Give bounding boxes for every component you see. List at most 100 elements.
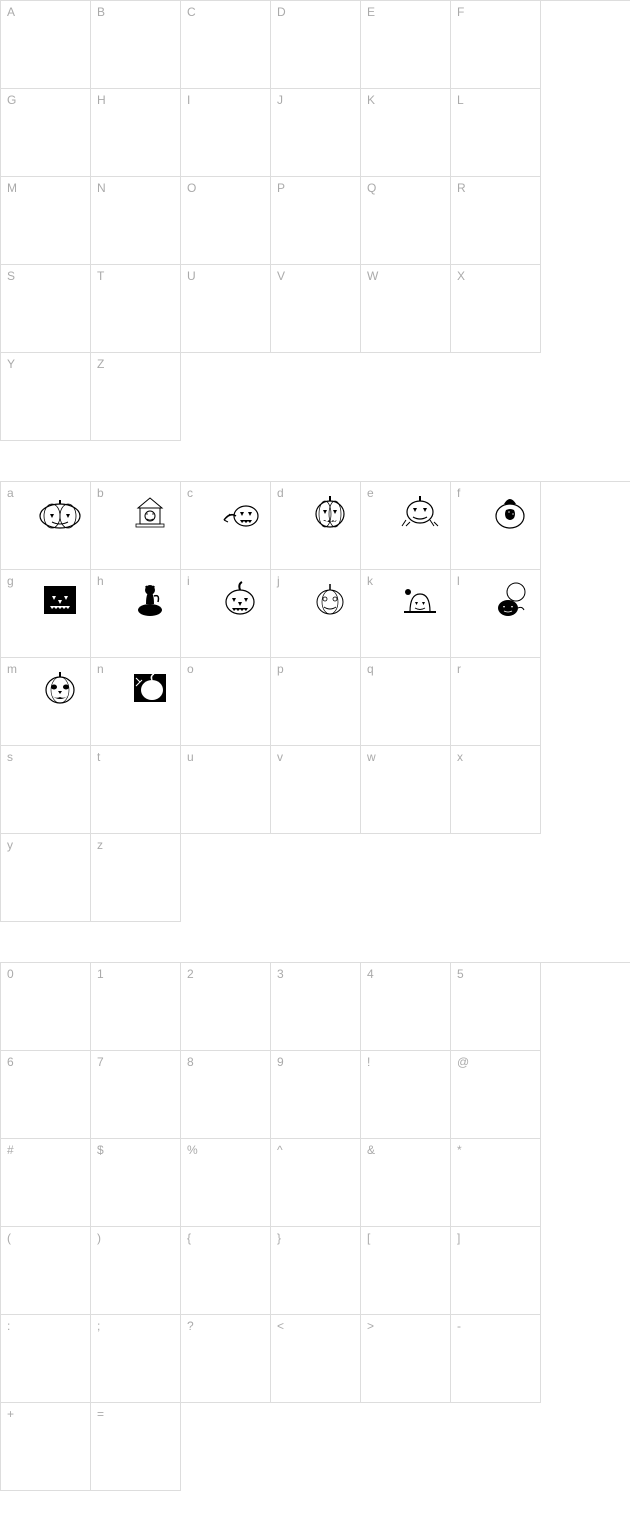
glyph-cell: {: [181, 1227, 271, 1315]
cell-label: t: [97, 750, 100, 764]
cell-label: u: [187, 750, 194, 764]
cell-label: m: [7, 662, 17, 676]
cell-label: $: [97, 1143, 104, 1157]
glyph-cell: z: [91, 834, 181, 922]
cell-label: 3: [277, 967, 284, 981]
cell-label: >: [367, 1319, 374, 1333]
glyph-cell: D: [271, 1, 361, 89]
glyph-cell: <: [271, 1315, 361, 1403]
cell-label: P: [277, 181, 285, 195]
glyph-cell: 2: [181, 963, 271, 1051]
cell-label: ;: [97, 1319, 100, 1333]
cell-label: B: [97, 5, 105, 19]
cell-label: z: [97, 838, 103, 852]
glyph-cell: W: [361, 265, 451, 353]
cell-label: L: [457, 93, 464, 107]
symbols-section: 0123456789!@#$%^&*(){}[]:;?<>-+=: [0, 962, 640, 1491]
glyph-cell: Z: [91, 353, 181, 441]
cell-label: E: [367, 5, 375, 19]
glyph-cell: @: [451, 1051, 541, 1139]
cell-label: A: [7, 5, 15, 19]
glyph-icon: [126, 666, 174, 706]
glyph-cell: N: [91, 177, 181, 265]
cell-label: (: [7, 1231, 11, 1245]
glyph-cell: d: [271, 482, 361, 570]
glyph-cell: U: [181, 265, 271, 353]
glyph-cell: A: [1, 1, 91, 89]
glyph-icon: [126, 490, 174, 530]
glyph-cell: Y: [1, 353, 91, 441]
cell-label: 1: [97, 967, 104, 981]
cell-label: K: [367, 93, 375, 107]
glyph-cell: [: [361, 1227, 451, 1315]
cell-label: !: [367, 1055, 370, 1069]
glyph-cell: s: [1, 746, 91, 834]
glyph-icon: [36, 490, 84, 530]
glyph-cell: B: [91, 1, 181, 89]
glyph-cell: C: [181, 1, 271, 89]
cell-label: F: [457, 5, 464, 19]
cell-label: ?: [187, 1319, 194, 1333]
glyph-cell: I: [181, 89, 271, 177]
cell-label: k: [367, 574, 373, 588]
cell-label: s: [7, 750, 13, 764]
cell-label: p: [277, 662, 284, 676]
cell-label: y: [7, 838, 13, 852]
cell-label: }: [277, 1231, 281, 1245]
glyph-cell: c: [181, 482, 271, 570]
cell-label: U: [187, 269, 196, 283]
glyph-cell: >: [361, 1315, 451, 1403]
glyph-cell: K: [361, 89, 451, 177]
glyph-cell: V: [271, 265, 361, 353]
glyph-cell: E: [361, 1, 451, 89]
glyph-cell: #: [1, 1139, 91, 1227]
glyph-cell: x: [451, 746, 541, 834]
cell-label: @: [457, 1055, 469, 1069]
cell-label: S: [7, 269, 15, 283]
glyph-cell: j: [271, 570, 361, 658]
glyph-icon: [216, 490, 264, 530]
cell-label: M: [7, 181, 17, 195]
cell-label: 9: [277, 1055, 284, 1069]
glyph-cell: Q: [361, 177, 451, 265]
cell-label: o: [187, 662, 194, 676]
glyph-cell: a: [1, 482, 91, 570]
cell-label: v: [277, 750, 283, 764]
glyph-cell: i: [181, 570, 271, 658]
cell-label: 6: [7, 1055, 14, 1069]
glyph-cell: y: [1, 834, 91, 922]
cell-label: Q: [367, 181, 376, 195]
uppercase-section: ABCDEFGHIJKLMNOPQRSTUVWXYZ: [0, 0, 640, 441]
glyph-cell: v: [271, 746, 361, 834]
glyph-icon: [486, 490, 534, 530]
cell-label: N: [97, 181, 106, 195]
cell-label: f: [457, 486, 460, 500]
cell-label: +: [7, 1407, 14, 1421]
glyph-cell: L: [451, 89, 541, 177]
glyph-cell: 8: [181, 1051, 271, 1139]
glyph-cell: ]: [451, 1227, 541, 1315]
glyph-cell: u: [181, 746, 271, 834]
cell-label: &: [367, 1143, 375, 1157]
glyph-cell: !: [361, 1051, 451, 1139]
glyph-cell: ?: [181, 1315, 271, 1403]
glyph-cell: M: [1, 177, 91, 265]
glyph-cell: T: [91, 265, 181, 353]
glyph-cell: &: [361, 1139, 451, 1227]
glyph-cell: r: [451, 658, 541, 746]
cell-label: g: [7, 574, 14, 588]
glyph-cell: ^: [271, 1139, 361, 1227]
glyph-cell: P: [271, 177, 361, 265]
glyph-cell: 3: [271, 963, 361, 1051]
cell-label: 4: [367, 967, 374, 981]
glyph-cell: l: [451, 570, 541, 658]
cell-label: W: [367, 269, 378, 283]
uppercase-grid: ABCDEFGHIJKLMNOPQRSTUVWXYZ: [0, 0, 630, 441]
cell-label: b: [97, 486, 104, 500]
cell-label: 5: [457, 967, 464, 981]
cell-label: h: [97, 574, 104, 588]
cell-label: e: [367, 486, 374, 500]
cell-label: %: [187, 1143, 198, 1157]
cell-label: G: [7, 93, 16, 107]
cell-label: 8: [187, 1055, 194, 1069]
